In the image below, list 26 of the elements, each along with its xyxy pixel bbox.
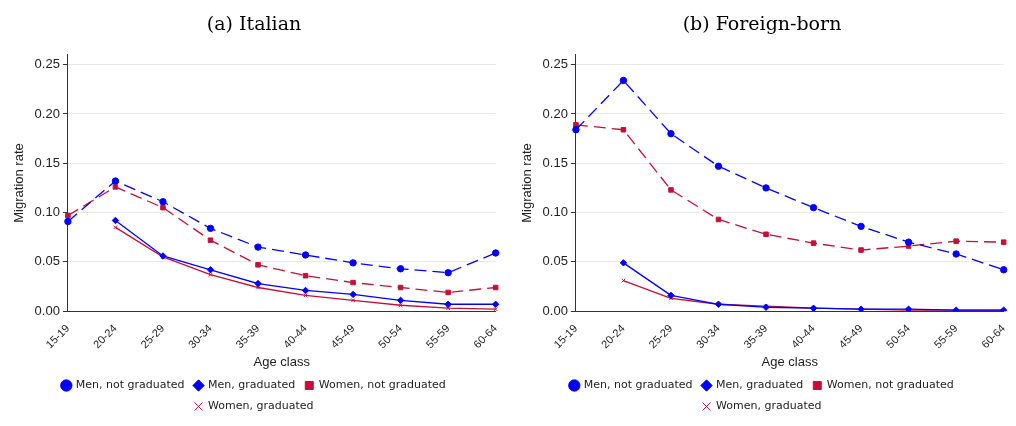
y-tick-label: 0.25 <box>542 56 568 72</box>
y-tick-label: 0.05 <box>542 253 568 269</box>
y-tick-label: 0.10 <box>34 204 60 220</box>
y-tick-label: 0.10 <box>542 204 568 220</box>
y-tick-label: 0.25 <box>34 56 60 72</box>
x-axis-title: Age class <box>761 353 819 369</box>
legend-label: Men, graduated <box>716 378 804 392</box>
y-tick-label: 0.05 <box>34 253 60 269</box>
y-tick-label: 0.00 <box>34 302 60 318</box>
legend-label: Women, not graduated <box>318 378 446 392</box>
x-axis-title: Age class <box>253 353 311 369</box>
legend-label: Women, graduated <box>716 399 822 413</box>
legend-label: Men, graduated <box>208 378 296 392</box>
legend-label: Women, graduated <box>208 399 314 413</box>
legend-label: Men, not graduated <box>583 378 693 392</box>
chart-title: (b) Foreign-born <box>682 12 842 35</box>
legend-label: Men, not graduated <box>75 378 185 392</box>
y-tick-label: 0.20 <box>34 105 60 121</box>
legend-label: Women, not graduated <box>826 378 954 392</box>
y-tick-label: 0.15 <box>542 154 568 170</box>
chart-title: (a) Italian <box>206 12 302 35</box>
y-axis-title: Migration rate <box>519 143 535 223</box>
y-tick-label: 0.20 <box>542 105 568 121</box>
y-tick-label: 0.00 <box>542 302 568 318</box>
y-tick-label: 0.15 <box>34 154 60 170</box>
y-axis-title: Migration rate <box>11 143 27 223</box>
